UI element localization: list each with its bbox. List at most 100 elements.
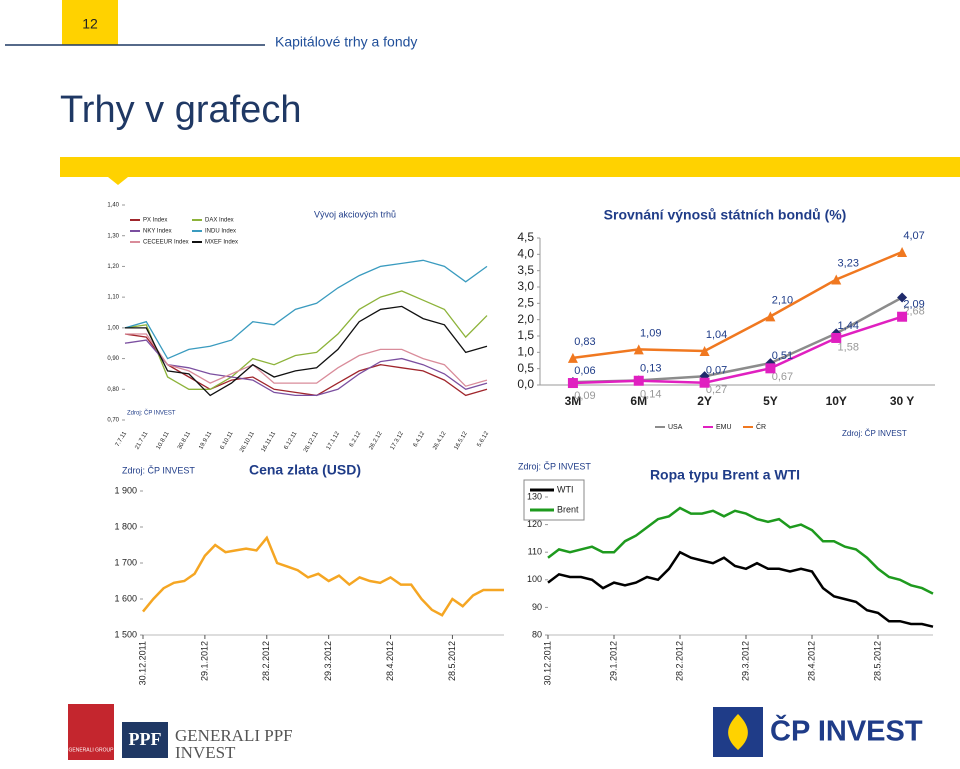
invest: INVEST <box>175 743 236 762</box>
page-number-box <box>62 0 118 45</box>
chart-title: Ropa typu Brent a WTI <box>650 467 800 483</box>
marker <box>633 344 644 355</box>
cp-invest: ČP INVEST <box>770 714 923 748</box>
legend-label: Brent <box>557 504 579 514</box>
data-label: 0,83 <box>574 336 595 348</box>
y-tick-label: 3,0 <box>517 279 534 293</box>
data-label: 0,67 <box>772 371 793 383</box>
data-label: 4,07 <box>903 230 924 242</box>
data-label: 3,23 <box>838 257 859 269</box>
x-tick-label: 7.7.11 <box>115 430 129 448</box>
y-tick-label: 1 500 <box>114 629 137 639</box>
y-tick-label: 1 700 <box>114 557 137 567</box>
data-label: 1,44 <box>838 320 859 332</box>
data-label: 1,09 <box>640 327 661 339</box>
marker <box>897 292 908 303</box>
y-tick-label: 100 <box>527 574 542 584</box>
generali-group: GENERALI GROUP <box>68 747 114 753</box>
generali-lion <box>68 704 114 760</box>
page-number: 12 <box>82 16 98 32</box>
source-note: Zdroj: ČP INVEST <box>842 429 907 438</box>
chart-title: Srovnání výnosů státních bondů (%) <box>604 207 847 223</box>
ppf-box <box>122 722 168 758</box>
x-tick-label: 6M <box>630 394 647 408</box>
marker <box>699 346 710 357</box>
x-tick-label: 30.12.2011 <box>137 641 147 685</box>
x-tick-label: 28.5.2012 <box>872 641 882 681</box>
y-tick-label: 1 900 <box>114 485 137 495</box>
y-tick-label: 1,40 <box>107 203 119 209</box>
legend-label: WTI <box>557 484 574 494</box>
marker <box>633 375 644 386</box>
x-tick-label: 10Y <box>826 394 847 408</box>
y-tick-label: 1,0 <box>517 345 534 359</box>
x-tick-label: 30.12.2011 <box>542 641 552 685</box>
data-label: 0,27 <box>706 384 727 396</box>
legend-label: PX Index <box>143 218 167 224</box>
series-line <box>124 339 488 397</box>
source-note: Zdroj: ČP INVEST <box>127 410 176 417</box>
data-label: 0,06 <box>574 365 595 377</box>
section-title: Kapitálové trhy a fondy <box>275 34 417 50</box>
x-tick-label: 28.4.2012 <box>806 641 816 681</box>
slide-title: Trhy v grafech <box>60 89 301 131</box>
x-tick-label: 29.3.2012 <box>740 641 750 681</box>
series-line <box>125 305 488 397</box>
x-tick-label: 16.5.12 <box>454 430 470 451</box>
x-tick-label: 16.11.11 <box>261 430 278 453</box>
x-tick-label: 6.12.11 <box>283 430 298 451</box>
legend-label: ČR <box>756 422 766 431</box>
x-tick-label: 26.12.11 <box>303 430 320 453</box>
marker <box>567 352 578 363</box>
series-line <box>547 550 934 628</box>
y-tick-label: 2,5 <box>517 296 534 310</box>
y-tick-label: 1,5 <box>517 328 534 342</box>
chart-title: Cena zlata (USD) <box>249 462 361 478</box>
x-tick-label: 6.10.11 <box>220 430 235 451</box>
series-line <box>547 506 934 595</box>
x-tick-label: 10.8.11 <box>156 430 171 451</box>
ppf: PPF <box>129 729 162 749</box>
y-tick-label: 1,00 <box>107 325 119 331</box>
x-tick-label: 28.5.2012 <box>447 641 457 681</box>
x-tick-label: 17.3.12 <box>390 430 406 451</box>
y-tick-label: 80 <box>532 629 542 639</box>
marker <box>831 332 842 343</box>
y-tick-label: 0,5 <box>517 361 534 375</box>
marker <box>831 274 842 285</box>
data-label: 2,68 <box>903 305 924 317</box>
source-note: Zdroj: ČP INVEST <box>122 465 195 475</box>
x-tick-label: 19.9.11 <box>198 430 213 451</box>
x-tick-label: 26.10.11 <box>239 430 256 453</box>
y-tick-label: 1 600 <box>114 593 137 603</box>
series-line <box>142 535 504 617</box>
series-line <box>124 259 488 360</box>
legend-label: CECEEUR Index <box>143 240 189 246</box>
series-line <box>124 290 488 390</box>
series-line <box>572 250 903 360</box>
chart-title: Vývoj akciových trhů <box>314 209 396 219</box>
data-label: 2,09 <box>903 299 924 311</box>
legend-label: DAX Index <box>205 218 234 224</box>
series-line <box>125 333 488 387</box>
x-tick-label: 28.4.2012 <box>385 641 395 681</box>
x-tick-label: 30 Y <box>890 394 914 408</box>
y-tick-label: 110 <box>528 547 542 557</box>
data-label: 0,14 <box>640 388 661 400</box>
y-tick-label: 120 <box>527 519 542 529</box>
x-tick-label: 29.3.2012 <box>323 641 333 681</box>
legend-label: USA <box>668 424 683 431</box>
series-line <box>124 333 488 397</box>
source-note: Zdroj: ČP INVEST <box>518 461 591 471</box>
marker <box>765 363 776 374</box>
data-label: 0,13 <box>640 363 661 375</box>
marker <box>765 311 776 322</box>
generali-ppf: GENERALI PPF <box>175 726 293 745</box>
legend-label: INDU Index <box>205 229 236 235</box>
marker <box>897 311 908 322</box>
x-tick-label: 28.2.2012 <box>261 641 271 681</box>
y-tick-label: 1 800 <box>114 521 137 531</box>
series-line <box>572 315 903 385</box>
yellow-band <box>60 157 960 185</box>
